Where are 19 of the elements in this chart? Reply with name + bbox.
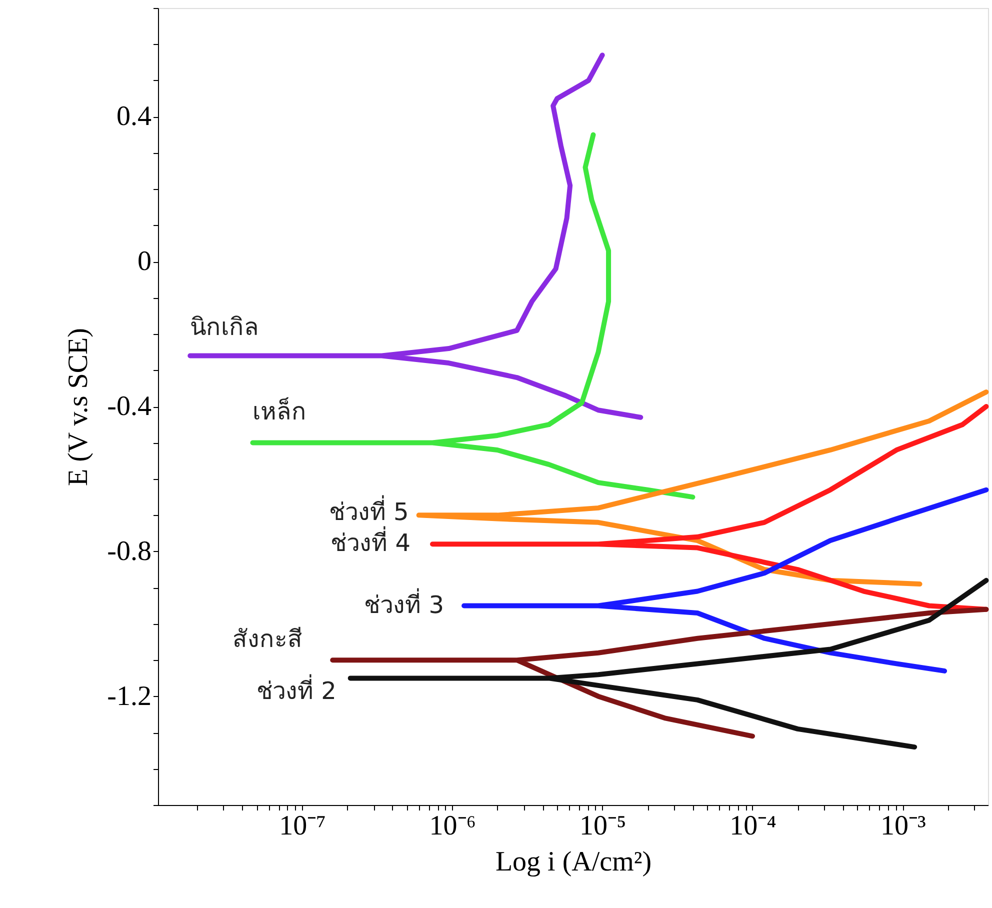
y-tick-label: -1.2 [107, 680, 152, 712]
x-tick-label: 10⁻⁴ [730, 810, 776, 842]
series-label: ช่วงที่ 2 [256, 674, 336, 706]
y-tick-label: -0.4 [107, 391, 152, 422]
series-label: นิกเกิล [190, 312, 260, 341]
y-axis-title: E (V v.s SCE) [63, 328, 94, 486]
x-axis-title: Log i (A/cm²) [495, 846, 652, 878]
x-tick-label: 10⁻³ [880, 810, 926, 842]
series-label: เหล็ก [252, 396, 307, 426]
series-label: ช่วงที่ 4 [330, 526, 410, 558]
series-label: สังกะสี [232, 625, 303, 654]
y-tick-label: 0 [138, 246, 152, 278]
x-tick-label: 10⁻⁶ [429, 810, 476, 842]
y-tick-label: 0.4 [116, 101, 152, 132]
y-tick-label: -0.8 [107, 536, 152, 567]
x-tick-label: 10⁻⁵ [579, 810, 626, 842]
series-label: ช่วงที่ 3 [364, 588, 444, 619]
series-label: ช่วงที่ 5 [328, 495, 409, 526]
x-tick-label: 10⁻⁷ [279, 810, 326, 842]
